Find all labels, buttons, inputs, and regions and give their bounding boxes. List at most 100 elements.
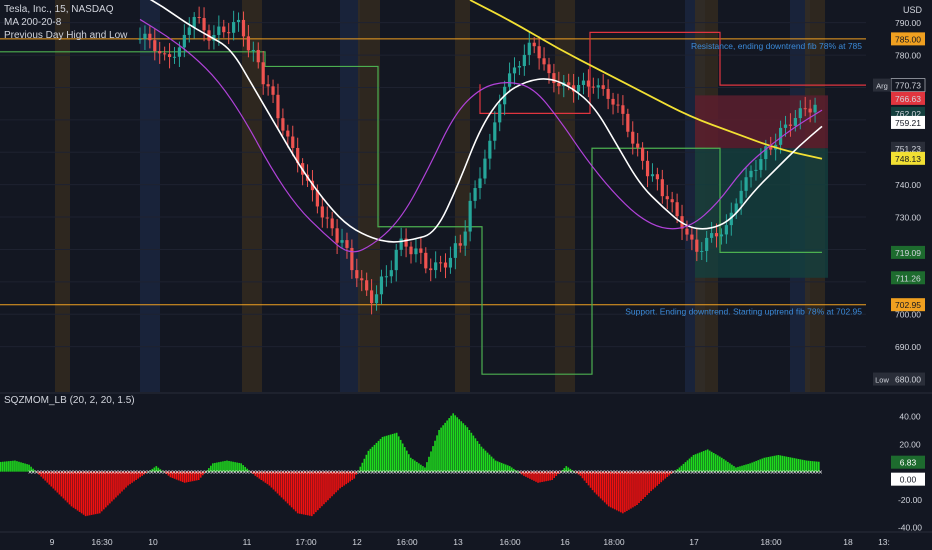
indicator-ma[interactable]: MA 200-20-8 <box>4 17 62 28</box>
squeeze-dot: × <box>601 470 605 477</box>
momentum-bar <box>785 456 788 472</box>
momentum-bar <box>763 457 766 472</box>
sqz-tick-label: 20.00 <box>899 439 921 449</box>
price-label: 690.00 <box>895 342 921 352</box>
momentum-bar <box>420 464 422 472</box>
squeeze-dot: × <box>697 470 701 477</box>
momentum-bar <box>347 471 349 483</box>
squeeze-dot: × <box>444 470 448 477</box>
candle-body <box>241 19 246 37</box>
momentum-bar <box>216 462 218 472</box>
momentum-bar <box>605 471 608 505</box>
candle-body <box>438 262 443 264</box>
candle-body <box>138 38 142 40</box>
sqz-tick-label: -20.00 <box>898 495 922 505</box>
momentum-bar <box>563 468 566 472</box>
squeeze-dot: × <box>322 470 326 477</box>
indicator-pdhl[interactable]: Previous Day High and Low <box>4 30 128 41</box>
session-band <box>55 0 70 392</box>
momentum-bar <box>270 471 273 488</box>
squeeze-dot: × <box>476 470 480 477</box>
candle-body <box>734 203 738 213</box>
momentum-bar <box>470 432 473 472</box>
momentum-bar <box>28 464 30 472</box>
squeeze-dot: × <box>626 470 630 477</box>
momentum-bar <box>543 471 545 482</box>
squeeze-dot: × <box>556 470 560 477</box>
time-tick-label: 13 <box>453 537 463 547</box>
squeeze-dot: × <box>358 470 362 477</box>
sqz-zero-tag <box>891 472 925 486</box>
squeeze-dot: × <box>780 470 784 477</box>
candle-body <box>360 278 364 281</box>
momentum-bar <box>809 460 812 472</box>
momentum-bar <box>757 460 759 472</box>
momentum-bar <box>84 471 87 517</box>
momentum-bar <box>208 468 210 472</box>
moving-averages <box>139 0 823 253</box>
squeeze-dot: × <box>428 470 432 477</box>
momentum-bar <box>585 471 588 483</box>
squeeze-dot: × <box>383 470 387 477</box>
momentum-bar <box>141 471 143 476</box>
squeeze-dot: × <box>406 470 410 477</box>
sqz-title[interactable]: SQZMOM_LB (20, 2, 20, 1.5) <box>4 395 135 406</box>
candle-body <box>537 46 541 59</box>
squeeze-dot: × <box>425 470 429 477</box>
momentum-bar <box>8 461 10 472</box>
squeeze-dot: × <box>569 470 573 477</box>
candle-body <box>739 190 743 204</box>
candle-body <box>596 85 600 88</box>
squeeze-dot: × <box>338 470 342 477</box>
momentum-bar <box>290 471 293 508</box>
squeeze-dot: × <box>310 470 314 477</box>
price-label: 748.13 <box>895 154 921 164</box>
candle-body <box>650 174 655 177</box>
squeeze-dot: × <box>815 470 819 477</box>
momentum-bar <box>393 433 396 472</box>
momentum-bar <box>478 443 481 472</box>
momentum-bar <box>313 471 315 515</box>
momentum-bar <box>714 454 717 472</box>
momentum-bar <box>583 471 586 481</box>
momentum-bar <box>76 471 79 511</box>
squeeze-dot: × <box>172 470 176 477</box>
momentum-bar <box>167 471 170 476</box>
squeeze-dot: × <box>393 470 397 477</box>
momentum-bar <box>161 470 164 472</box>
price-label: 766.63 <box>895 94 921 104</box>
candle-body <box>665 196 669 200</box>
squeeze-dot: × <box>518 470 522 477</box>
squeeze-dot: × <box>505 470 509 477</box>
momentum-bar <box>139 471 141 478</box>
squeeze-dot: × <box>454 470 458 477</box>
momentum-bar <box>2 461 4 472</box>
candle-body <box>296 147 300 164</box>
momentum-bar <box>203 471 206 473</box>
momentum-bar <box>341 471 343 487</box>
squeeze-dot: × <box>28 470 32 477</box>
momentum-bar <box>813 461 816 472</box>
squeeze-dot: × <box>751 470 755 477</box>
squeeze-dot: × <box>63 470 67 477</box>
momentum-bar <box>523 471 525 476</box>
momentum-bar <box>745 464 747 472</box>
momentum-bar <box>100 471 103 512</box>
squeeze-dot: × <box>54 470 58 477</box>
squeeze-dot: × <box>226 470 230 477</box>
momentum-bar <box>652 471 654 490</box>
momentum-bar <box>551 471 553 480</box>
momentum-bar <box>135 471 137 480</box>
candle-body <box>557 83 561 87</box>
momentum-bar <box>775 455 778 472</box>
momentum-bar <box>272 471 275 490</box>
momentum-bar <box>765 457 768 472</box>
squeeze-dot: × <box>233 470 237 477</box>
ma-8-line <box>139 18 823 253</box>
time-tick-label: 11 <box>243 537 252 547</box>
squeeze-dot: × <box>681 470 685 477</box>
momentum-bar <box>147 471 150 473</box>
squeeze-dot: × <box>79 470 83 477</box>
